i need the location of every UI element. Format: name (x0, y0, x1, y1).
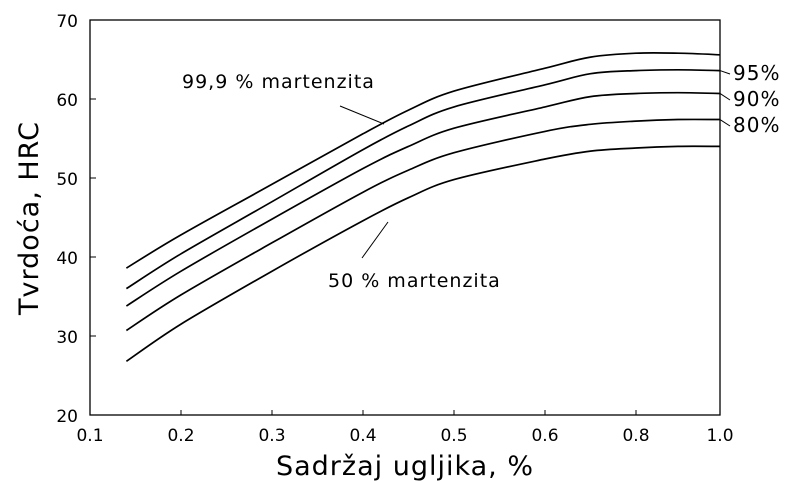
x-tick-label: 0.3 (258, 426, 285, 446)
y-tick-label: 20 (56, 407, 78, 427)
x-tick-label: 1.0 (706, 426, 733, 446)
x-tick-label: 0.4 (349, 426, 376, 446)
y-tick-label: 30 (56, 328, 78, 348)
series-line-3 (125, 118, 721, 332)
x-tick-label: 0.2 (167, 426, 194, 446)
y-axis-title: Tvrdoća, HRC (14, 121, 45, 316)
series-line-1 (125, 68, 721, 290)
y-tick-label: 70 (56, 12, 78, 32)
series-label-90: 90% (733, 87, 780, 111)
annotation-callouts (339, 70, 731, 259)
annotation-top: 99,9 % martenzita (182, 71, 375, 93)
series-curves (125, 51, 721, 363)
series-label-connector (719, 119, 731, 127)
x-tick-label: 0.5 (440, 426, 467, 446)
leader-line-top (339, 105, 385, 125)
leader-line-bottom (361, 221, 389, 259)
series-line-2 (125, 91, 721, 307)
x-axis-title: Sadržaj ugljika, % (276, 451, 534, 481)
x-tick-label: 0.1 (76, 426, 103, 446)
y-tick-label: 40 (56, 249, 78, 269)
x-tick-label: 0.8 (622, 426, 649, 446)
y-tick-label: 60 (56, 91, 78, 111)
series-label-connector (719, 70, 731, 75)
x-tick-label: 0.6 (531, 426, 558, 446)
plot-frame (89, 19, 721, 416)
series-line-0 (125, 51, 721, 269)
series-label-connector (719, 93, 731, 101)
annotation-bottom: 50 % martenzita (328, 270, 501, 292)
series-label-80: 80% (733, 113, 780, 137)
series-label-95: 95% (733, 61, 780, 85)
series-line-4 (125, 145, 721, 363)
y-tick-label: 50 (56, 170, 78, 190)
axis-ticks: 0.1 0.2 0.3 0.4 0.5 0.6 0.8 1.0 20 30 40 50 60 70 (56, 12, 733, 446)
